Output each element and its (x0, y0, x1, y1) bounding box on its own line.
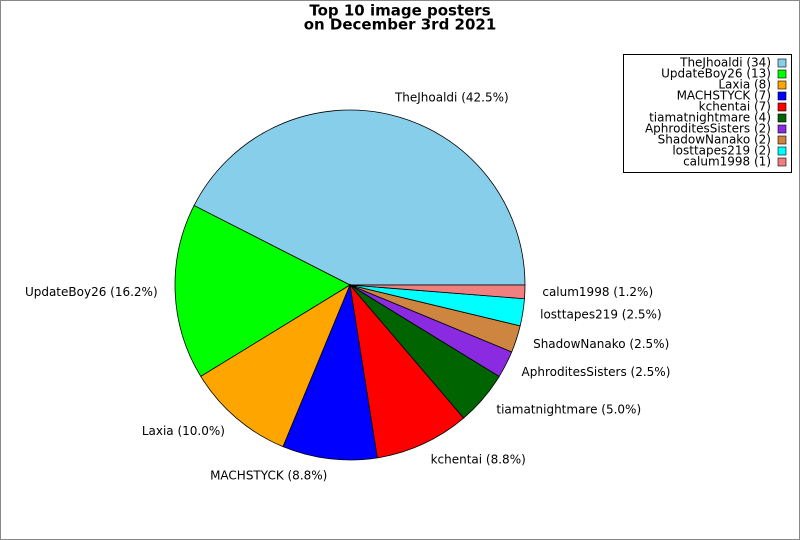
slice-label: losttapes219 (2.5%) (540, 308, 662, 322)
legend-label: MACHSTYCK (7) (677, 89, 771, 103)
slice-label: kchentai (8.8%) (431, 452, 526, 466)
slice-label: tiamatnightmare (5.0%) (496, 403, 641, 417)
legend-label: losttapes219 (2) (672, 144, 771, 158)
legend-label: kchentai (7) (699, 100, 771, 114)
slice-label: Laxia (10.0%) (142, 424, 225, 438)
legend-swatch (777, 135, 787, 145)
legend-label: UpdateBoy26 (13) (661, 67, 771, 81)
legend-swatch (777, 58, 787, 68)
pie-slice (282, 283, 378, 461)
slice-label: UpdateBoy26 (16.2%) (25, 285, 158, 299)
legend-swatch (777, 91, 787, 101)
legend-swatch (777, 124, 787, 134)
legend-swatch (777, 113, 787, 123)
legend-swatch (777, 157, 787, 167)
legend-label: Laxia (8) (718, 78, 771, 92)
legend-label: ShadowNanako (2) (658, 133, 771, 147)
legend-swatch (777, 146, 787, 156)
slice-label: ShadowNanako (2.5%) (533, 337, 669, 351)
pie-slice (200, 284, 351, 448)
pie-slice (349, 283, 465, 459)
legend-swatch (777, 69, 787, 79)
legend-swatch (777, 102, 787, 112)
chart-title: on December 3rd 2021 (304, 16, 497, 34)
pie-slice (193, 109, 526, 286)
legend-box (623, 54, 792, 173)
chart-title: Top 10 image posters (309, 2, 490, 20)
pie-slice (349, 284, 526, 300)
pie-slice (174, 205, 351, 377)
slice-label: calum1998 (1.2%) (542, 285, 653, 299)
legend-label: tiamatnightmare (4) (649, 111, 771, 125)
legend-label: TheJhoaldi (34) (679, 56, 771, 70)
slice-label: TheJhoaldi (42.5%) (394, 90, 509, 104)
legend-label: AphroditesSisters (2) (645, 122, 771, 136)
legend-label: calum1998 (1) (683, 155, 771, 169)
slice-label: MACHSTYCK (8.8%) (210, 469, 327, 483)
slice-label: AphroditesSisters (2.5%) (522, 365, 671, 379)
legend-swatch (777, 80, 787, 90)
